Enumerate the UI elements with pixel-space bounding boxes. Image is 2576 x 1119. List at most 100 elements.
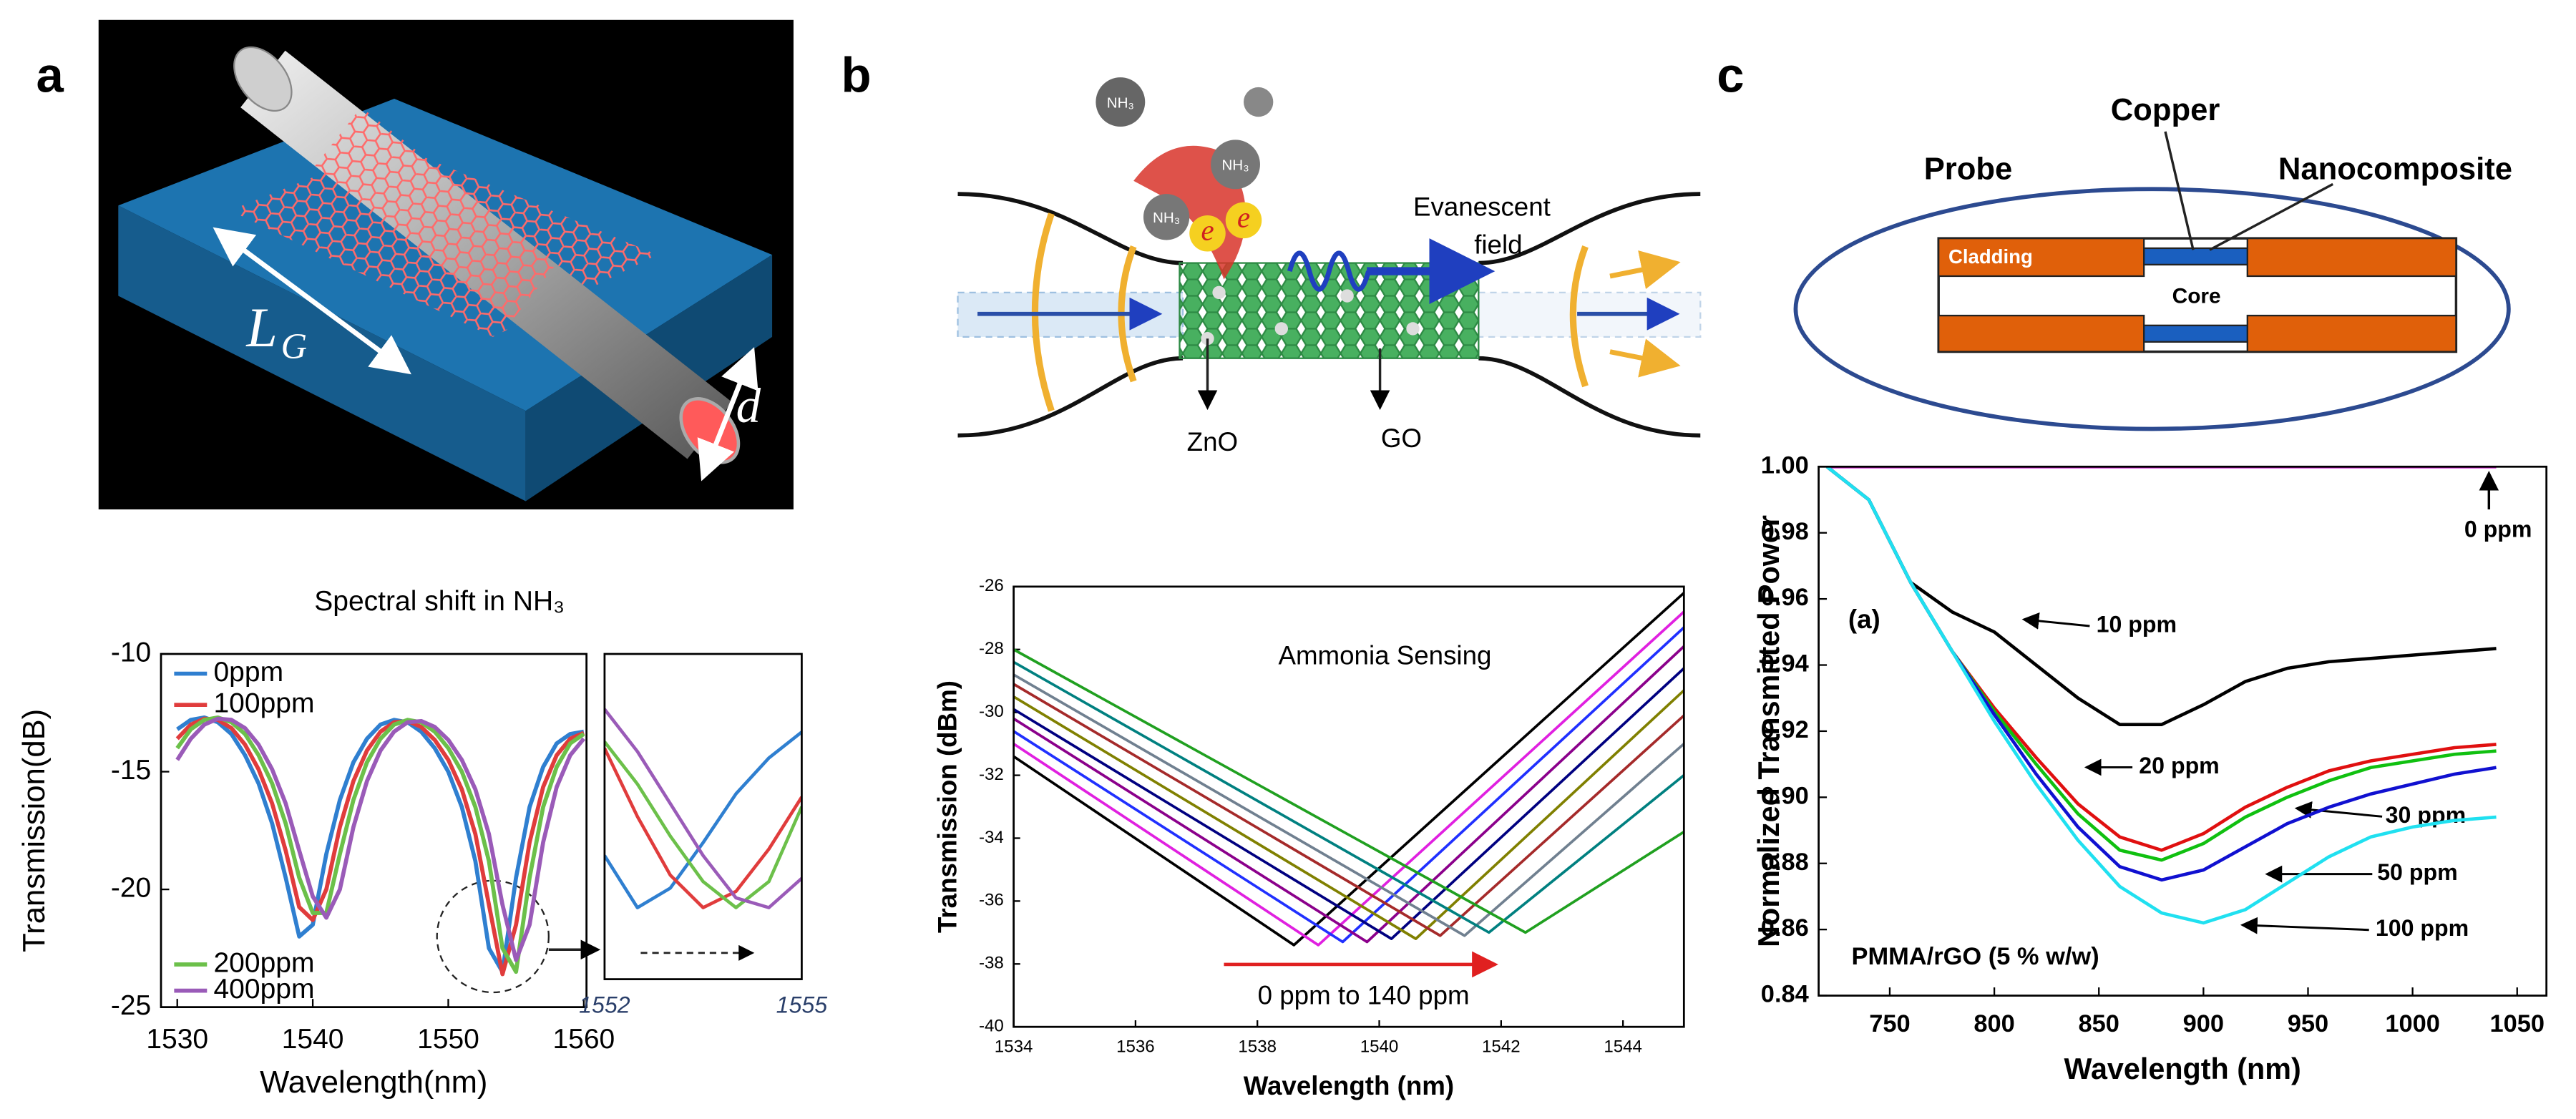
- x-tick-label: 900: [2183, 1010, 2224, 1037]
- x-tick-label: 1000: [2385, 1010, 2440, 1037]
- x-tick-label: 1536: [1116, 1037, 1155, 1056]
- graphene-fiber-schematic-part: [697, 347, 758, 482]
- plot-frame: [1013, 585, 1685, 1028]
- probe-schematic-part: [2246, 314, 2457, 353]
- series-line: [175, 715, 585, 974]
- probe-schematic-part: [1938, 314, 2145, 353]
- series-line: [1825, 466, 2497, 925]
- annotation: Ammonia Sensing: [1278, 640, 1491, 670]
- electron-label: e: [1201, 214, 1214, 247]
- series-line: [1013, 673, 1684, 937]
- series-label: 20 ppm: [2139, 753, 2219, 778]
- tapered-fiber-schematic-part: [957, 192, 1701, 265]
- chart: 750 800 850 900 950 1000 1050 1.00 0.98 0.96 0.94 0…: [1752, 451, 2548, 1085]
- annotation: 0 ppm to 140 ppm: [1258, 981, 1470, 1010]
- tapered-fiber-schematic-part: [1189, 215, 1226, 252]
- probe-schematic-part: [1793, 187, 2511, 431]
- legend-label: 200ppm: [213, 947, 314, 978]
- x-axis-label: Wavelength (nm): [2064, 1052, 2301, 1085]
- annotation: (a): [1848, 605, 1880, 634]
- x-tick-label: 750: [1869, 1010, 1910, 1037]
- x-tick-label: 1530: [146, 1024, 208, 1055]
- series-label: 50 ppm: [2377, 859, 2457, 885]
- tapered-fiber-schematic-part: [1096, 77, 1146, 127]
- x-tick-label: 800: [1974, 1010, 2014, 1037]
- y-tick-label: -38: [979, 954, 1004, 973]
- chart-decorations-part: [436, 879, 550, 994]
- series-line: [1825, 466, 2497, 862]
- series-label: 0 ppm: [2464, 516, 2532, 542]
- legend-label: 400ppm: [213, 974, 314, 1005]
- tapered-fiber-schematic-part: [1244, 87, 1274, 117]
- series-line: [1013, 689, 1684, 940]
- length-subscript: G: [281, 326, 307, 366]
- x-tick-label: 1550: [417, 1024, 479, 1055]
- series-line: [1013, 683, 1684, 937]
- y-tick-label: -30: [979, 702, 1004, 721]
- y-tick-label: -10: [111, 637, 151, 668]
- series-line: [604, 730, 802, 909]
- tapered-fiber-schematic-part: [1212, 285, 1226, 300]
- chart-decorations-part: [2294, 801, 2383, 819]
- y-tick-label: -36: [979, 891, 1004, 910]
- legend-label: 100ppm: [213, 688, 314, 719]
- go-label: GO: [1381, 424, 1422, 453]
- probe-label: Probe: [1924, 152, 2013, 187]
- y-tick-label: -26: [979, 576, 1004, 595]
- tapered-fiber-schematic-part: [1609, 338, 1681, 378]
- tapered-fiber-schematic-part: [1274, 322, 1288, 336]
- x-tick-label: 850: [2079, 1010, 2119, 1037]
- copper-label: Copper: [2111, 93, 2220, 127]
- chart: 1552 1555: [579, 653, 827, 1018]
- y-tick-label: 0.88: [1761, 849, 1809, 876]
- y-axis-label: Transmission (dBm): [933, 680, 962, 933]
- graphene-fiber-schematic-part: [213, 227, 411, 375]
- series-line: [175, 716, 585, 977]
- series-line: [604, 708, 802, 909]
- x-tick-label: 1560: [552, 1024, 615, 1055]
- y-tick-label: 0.98: [1761, 518, 1809, 545]
- tapered-fiber-schematic-part: [1406, 322, 1420, 336]
- probe-schematic-part: [2209, 182, 2334, 251]
- y-tick-label: 0.84: [1761, 981, 1809, 1008]
- graphene-fiber-schematic-part: [233, 46, 293, 112]
- probe-schematic-part: [2246, 238, 2457, 278]
- series-line: [175, 716, 586, 962]
- x-tick-label: 1534: [995, 1037, 1033, 1056]
- probe-schematic-part: [2143, 247, 2248, 266]
- probe-schematic-part: [2143, 324, 2248, 343]
- x-tick-label: 1540: [1360, 1037, 1399, 1056]
- y-tick-label: -34: [979, 828, 1004, 847]
- series-line: [1013, 648, 1684, 934]
- plot-frame: [603, 653, 803, 980]
- y-tick-label: -28: [979, 639, 1004, 658]
- x-tick-label: 1552: [579, 992, 630, 1018]
- y-tick-label: 1.00: [1761, 451, 1809, 479]
- series-line: [604, 747, 802, 909]
- tapered-fiber-schematic-part: [957, 356, 1701, 438]
- chart-decorations-part: [2021, 612, 2090, 630]
- series-label: 10 ppm: [2097, 611, 2177, 637]
- x-tick-label: 1540: [282, 1024, 344, 1055]
- series-line: [604, 741, 802, 909]
- x-axis-label: Wavelength (nm): [1244, 1071, 1454, 1100]
- annotation: PMMA/rGO (5 % w/w): [1852, 943, 2099, 970]
- y-tick-label: 0.90: [1761, 782, 1809, 809]
- tapered-fiber-schematic-part: [1211, 140, 1260, 190]
- y-tick-label: 0.94: [1761, 650, 1809, 678]
- plot-frame: [160, 653, 588, 1009]
- y-tick-label: 0.96: [1761, 584, 1809, 611]
- y-tick-label: -32: [979, 765, 1004, 784]
- y-tick-label: -25: [111, 990, 151, 1021]
- x-axis-label: Wavelength(nm): [260, 1065, 487, 1100]
- legend-label: 0ppm: [213, 657, 283, 688]
- plot-frame: [1818, 465, 2548, 997]
- electron-label: e: [1237, 200, 1250, 233]
- x-tick-label: 1544: [1604, 1037, 1642, 1056]
- x-tick-label: 950: [2288, 1010, 2328, 1037]
- series-line: [1013, 645, 1684, 944]
- molecule-label: NH₃: [1107, 94, 1134, 111]
